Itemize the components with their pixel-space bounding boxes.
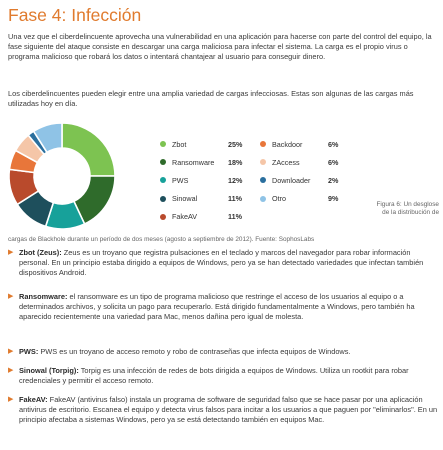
- legend-swatch: [160, 213, 166, 220]
- figure-caption-side: Figura 6: Un desglose de la distribución…: [376, 201, 439, 217]
- bullet-text: el ransomware es un tipo de programa mal…: [19, 292, 415, 321]
- list-item: ▶ PWS: PWS es un troyano de acceso remot…: [8, 347, 440, 357]
- donut-slice-zbot: [61, 122, 116, 177]
- bullet-term: Sinowal (Torpig):: [19, 366, 79, 375]
- legend-label: Zbot: [172, 139, 187, 149]
- legend-item: PWS 12%: [160, 171, 258, 189]
- legend-value: 2%: [328, 175, 339, 185]
- legend-label: Otro: [272, 194, 286, 204]
- legend-item: Backdoor 6%: [260, 135, 358, 153]
- legend-value: 6%: [328, 139, 339, 149]
- legend-value: 18%: [228, 157, 243, 167]
- legend-swatch: [260, 195, 266, 202]
- bullet-text: FakeAV (antivirus falso) instala un prog…: [19, 395, 438, 424]
- bullet-term: Ransomware:: [19, 292, 68, 301]
- legend-value: 25%: [228, 139, 243, 149]
- list-item: ▶ FakeAV: FakeAV (antivirus falso) insta…: [8, 395, 440, 425]
- bullet-term: PWS:: [19, 347, 39, 356]
- legend-label: Ransomware: [172, 157, 215, 167]
- legend-item: Sinowal 11%: [160, 190, 258, 208]
- legend-swatch: [160, 195, 166, 202]
- payload-donut-chart: [8, 122, 116, 230]
- legend-value: 11%: [228, 194, 242, 204]
- legend-col-2: Backdoor 6% ZAccess 6% Downloader 2% Otro 9%: [260, 135, 358, 208]
- list-item: ▶ Sinowal (Torpig): Torpig es una infecc…: [8, 366, 440, 386]
- legend-label: Sinowal: [172, 194, 198, 204]
- legend-swatch: [260, 141, 266, 148]
- legend-item: Downloader 2%: [260, 171, 358, 189]
- donut-slice-otro: [32, 122, 63, 154]
- legend-value: 9%: [328, 194, 339, 204]
- legend-value: 11%: [228, 212, 242, 222]
- payloads-paragraph: Los ciberdelincuentes pueden elegir entr…: [8, 89, 414, 109]
- legend-item: Zbot 25%: [160, 135, 258, 153]
- intro-paragraph: Una vez que el ciberdelincuente aprovech…: [8, 32, 432, 62]
- legend-label: PWS: [172, 175, 189, 185]
- legend-swatch: [160, 141, 166, 148]
- legend-swatch: [260, 159, 266, 166]
- legend-label: FakeAV: [172, 212, 198, 222]
- legend-label: Downloader: [272, 175, 311, 185]
- legend-col-1: Zbot 25% Ransomware 18% PWS 12% Sinowal 11% …: [160, 135, 258, 226]
- legend-value: 6%: [328, 157, 339, 167]
- legend-item: Ransomware 18%: [160, 153, 258, 171]
- bullet-arrow-icon: ▶: [8, 348, 14, 355]
- bullet-term: FakeAV:: [19, 395, 48, 404]
- legend-swatch: [160, 159, 166, 166]
- bullet-arrow-icon: ▶: [8, 293, 14, 300]
- bullet-arrow-icon: ▶: [8, 249, 14, 256]
- page-title: Fase 4: Infección: [8, 5, 142, 25]
- legend-item: FakeAV 11%: [160, 208, 258, 226]
- legend-label: ZAccess: [272, 157, 300, 167]
- figure-caption-bottom: cargas de Blackhole durante un período d…: [8, 236, 315, 243]
- bullet-arrow-icon: ▶: [8, 396, 14, 403]
- bullet-text: Torpig es una infección de redes de bots…: [19, 366, 409, 385]
- legend-swatch: [160, 177, 166, 184]
- bullet-arrow-icon: ▶: [8, 367, 14, 374]
- list-item: ▶ Zbot (Zeus): Zeus es un troyano que re…: [8, 248, 440, 278]
- list-item: ▶ Ransomware: el ransomware es un tipo d…: [8, 292, 440, 322]
- legend-value: 12%: [228, 175, 243, 185]
- bullet-text: PWS es un troyano de acceso remoto y rob…: [38, 347, 351, 356]
- legend-label: Backdoor: [272, 139, 303, 149]
- legend-item: ZAccess 6%: [260, 153, 358, 171]
- bullet-text: Zeus es un troyano que registra pulsacio…: [19, 248, 424, 277]
- legend-swatch: [260, 177, 266, 184]
- legend-item: Otro 9%: [260, 190, 358, 208]
- bullet-term: Zbot (Zeus):: [19, 248, 62, 257]
